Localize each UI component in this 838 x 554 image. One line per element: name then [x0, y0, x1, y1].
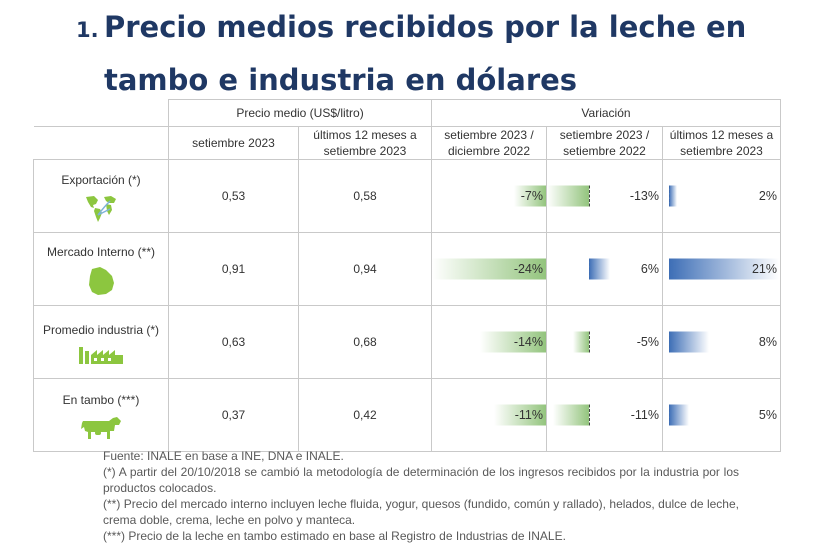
var-yoy-bar: [553, 404, 589, 426]
col-header-var-yoy: setiembre 2023 / setiembre 2022: [546, 126, 663, 160]
col-header-var-dec: setiembre 2023 / diciembre 2022: [431, 126, 547, 160]
var-12m-value: 8%: [758, 335, 777, 349]
col-header-var-12m-line1: últimos 12 meses a: [669, 128, 774, 142]
factory-icon: [79, 347, 123, 364]
var-dec-value: -11%: [514, 408, 543, 422]
var-12m-value: 21%: [751, 262, 777, 276]
row-label: Mercado Interno (**): [46, 245, 156, 259]
row-label-cell: Mercado Interno (**): [33, 232, 169, 306]
var-dec-cell: -7%: [431, 159, 547, 233]
var-dec-value: -24%: [513, 262, 543, 276]
var-12m-cell: 2%: [662, 159, 781, 233]
var-yoy-bar: [589, 258, 610, 280]
var-12m-bar: [669, 185, 677, 207]
var-12m-bar: [669, 331, 709, 353]
var-12m-cell: 8%: [662, 305, 781, 379]
price-month-cell: 0,37: [168, 378, 299, 452]
var-dec-bar: [494, 404, 546, 426]
var-yoy-bar: [547, 185, 589, 207]
var-dec-cell: -24%: [431, 232, 547, 306]
var-12m-cell: 5%: [662, 378, 781, 452]
table-row: En tambo (***) 0,37 0,42 -11% -11% 5%: [33, 378, 781, 452]
var-yoy-axis: [589, 331, 590, 353]
col-header-price-12m: últimos 12 meses a setiembre 2023: [298, 126, 432, 160]
row-label: Promedio industria (*): [42, 323, 160, 337]
table-row: Mercado Interno (**) 0,91 0,94 -24% 6% 2…: [33, 232, 781, 306]
title-number: 1.: [76, 18, 99, 42]
price-table: Precio medio (US$/litro) Variación setie…: [33, 99, 781, 452]
price-month-cell: 0,63: [168, 305, 299, 379]
price-12m-cell: 0,94: [298, 232, 432, 306]
var-dec-cell: -11%: [431, 378, 547, 452]
footnotes: Fuente: INALE en base a INE, DNA e INALE…: [103, 448, 739, 544]
var-yoy-cell: -5%: [546, 305, 663, 379]
row-label-cell: Exportación (*): [33, 159, 169, 233]
page-title: 1. Precio medios recibidos por la leche e…: [76, 2, 776, 105]
var-yoy-axis: [589, 404, 590, 426]
title-line-1: Precio medios recibidos por la leche en: [104, 10, 747, 44]
row-label-cell: Promedio industria (*): [33, 305, 169, 379]
table-row: Promedio industria (*) 0,63 0,68 -14% -5…: [33, 305, 781, 379]
blank-corner-2: [33, 126, 169, 160]
col-header-var-12m-line2: setiembre 2023: [680, 144, 763, 158]
col-header-var-12m: últimos 12 meses a setiembre 2023: [662, 126, 781, 160]
var-dec-value: -7%: [520, 189, 543, 203]
var-yoy-value: -5%: [636, 335, 659, 349]
var-12m-cell: 21%: [662, 232, 781, 306]
row-label-cell: En tambo (***): [33, 378, 169, 452]
col-header-var-yoy-line1: setiembre 2023 /: [559, 128, 650, 142]
var-12m-value: 5%: [758, 408, 777, 422]
col-header-var-yoy-line2: setiembre 2022: [563, 144, 646, 158]
var-yoy-bar: [573, 331, 589, 353]
var-yoy-value: -13%: [629, 189, 659, 203]
var-dec-bar: [432, 258, 546, 280]
var-dec-bar: [480, 331, 546, 353]
uruguay-map-icon: [89, 267, 114, 295]
price-month-cell: 0,53: [168, 159, 299, 233]
var-dec-cell: -14%: [431, 305, 547, 379]
cow-icon: [81, 417, 121, 439]
col-header-price-12m-line2: setiembre 2023: [323, 144, 407, 158]
var-yoy-axis: [589, 185, 590, 207]
price-12m-cell: 0,58: [298, 159, 432, 233]
footnote-1: (*) A partir del 20/10/2018 se cambió la…: [103, 465, 739, 495]
blank-corner: [33, 99, 169, 127]
col-header-price-month: setiembre 2023: [168, 126, 299, 160]
var-12m-bar: [669, 404, 689, 426]
title-line-2: tambo e industria en dólares: [104, 63, 578, 97]
footnote-3: (***) Precio de la leche en tambo estima…: [103, 529, 566, 543]
variation-group-header: Variación: [431, 99, 781, 127]
price-month-cell: 0,91: [168, 232, 299, 306]
var-yoy-value: 6%: [640, 262, 659, 276]
var-yoy-cell: -13%: [546, 159, 663, 233]
price-12m-cell: 0,42: [298, 378, 432, 452]
var-yoy-value: -11%: [630, 408, 659, 422]
var-12m-bar: [669, 258, 779, 280]
col-header-price-12m-line1: últimos 12 meses a: [313, 128, 417, 142]
col-header-price-month-text: setiembre 2023: [192, 136, 275, 150]
price-group-header: Precio medio (US$/litro): [168, 99, 432, 127]
footnote-2: (**) Precio del mercado interno incluyen…: [103, 497, 739, 527]
var-dec-bar: [514, 185, 546, 207]
table-row: Exportación (*) 0,53 0,58 -7% -13% 2%: [33, 159, 781, 233]
col-header-var-dec-line1: setiembre 2023 /: [444, 128, 534, 142]
var-12m-value: 2%: [758, 189, 777, 203]
var-yoy-cell: -11%: [546, 378, 663, 452]
var-dec-value: -14%: [513, 335, 543, 349]
source-note: Fuente: INALE en base a INE, DNA e INALE…: [103, 449, 344, 463]
row-label: Exportación (*): [61, 173, 141, 187]
col-header-var-dec-line2: diciembre 2022: [447, 144, 531, 158]
row-label: En tambo (***): [62, 393, 140, 407]
world-map-icon: [86, 196, 116, 222]
var-yoy-cell: 6%: [546, 232, 663, 306]
price-12m-cell: 0,68: [298, 305, 432, 379]
